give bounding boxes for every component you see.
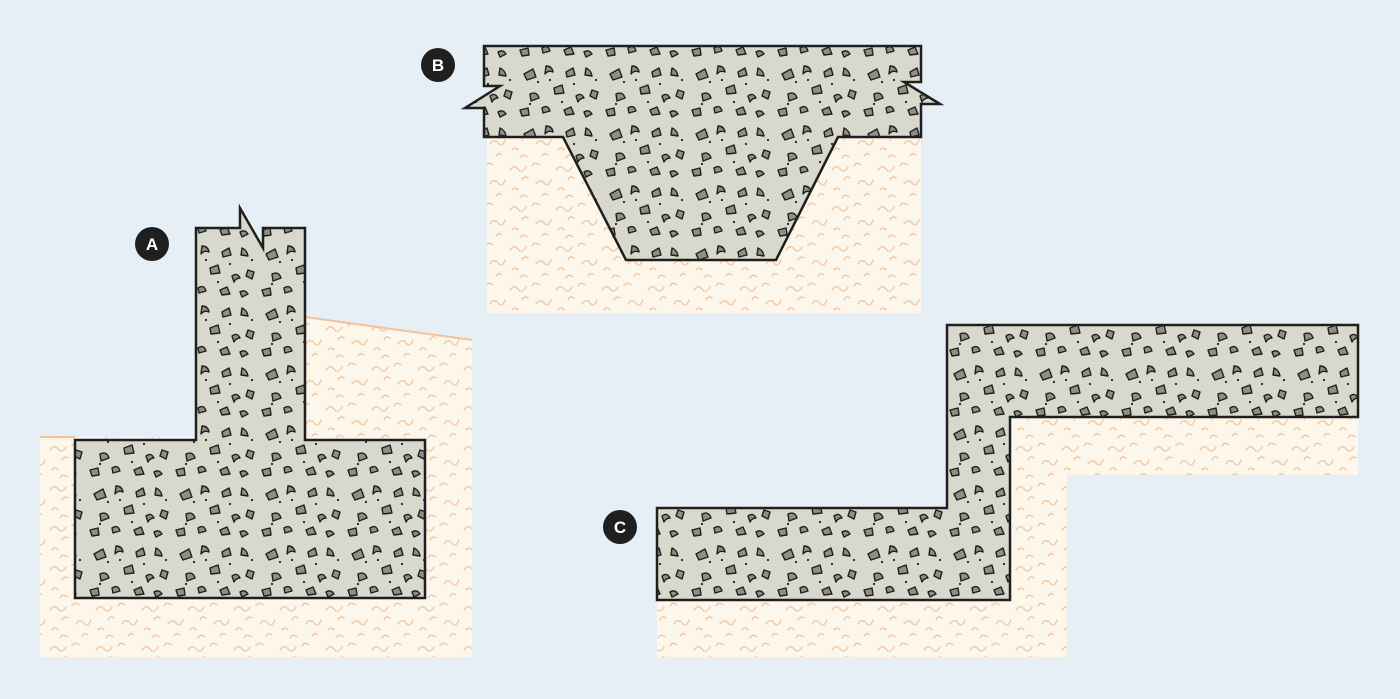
footing-a (40, 203, 473, 657)
footing-b (460, 44, 945, 313)
badge-c-label: C (614, 518, 626, 537)
badge-c: C (603, 510, 637, 544)
footing-c (655, 323, 1360, 657)
concrete-b (460, 44, 945, 262)
badge-a-label: A (146, 235, 158, 254)
badge-b: B (421, 48, 455, 82)
grade-line-a (304, 316, 473, 341)
badge-b-label: B (432, 56, 444, 75)
concrete-c (655, 323, 1360, 602)
concrete-a (73, 203, 427, 600)
soil-c (657, 417, 1358, 657)
badge-a: A (135, 227, 169, 261)
